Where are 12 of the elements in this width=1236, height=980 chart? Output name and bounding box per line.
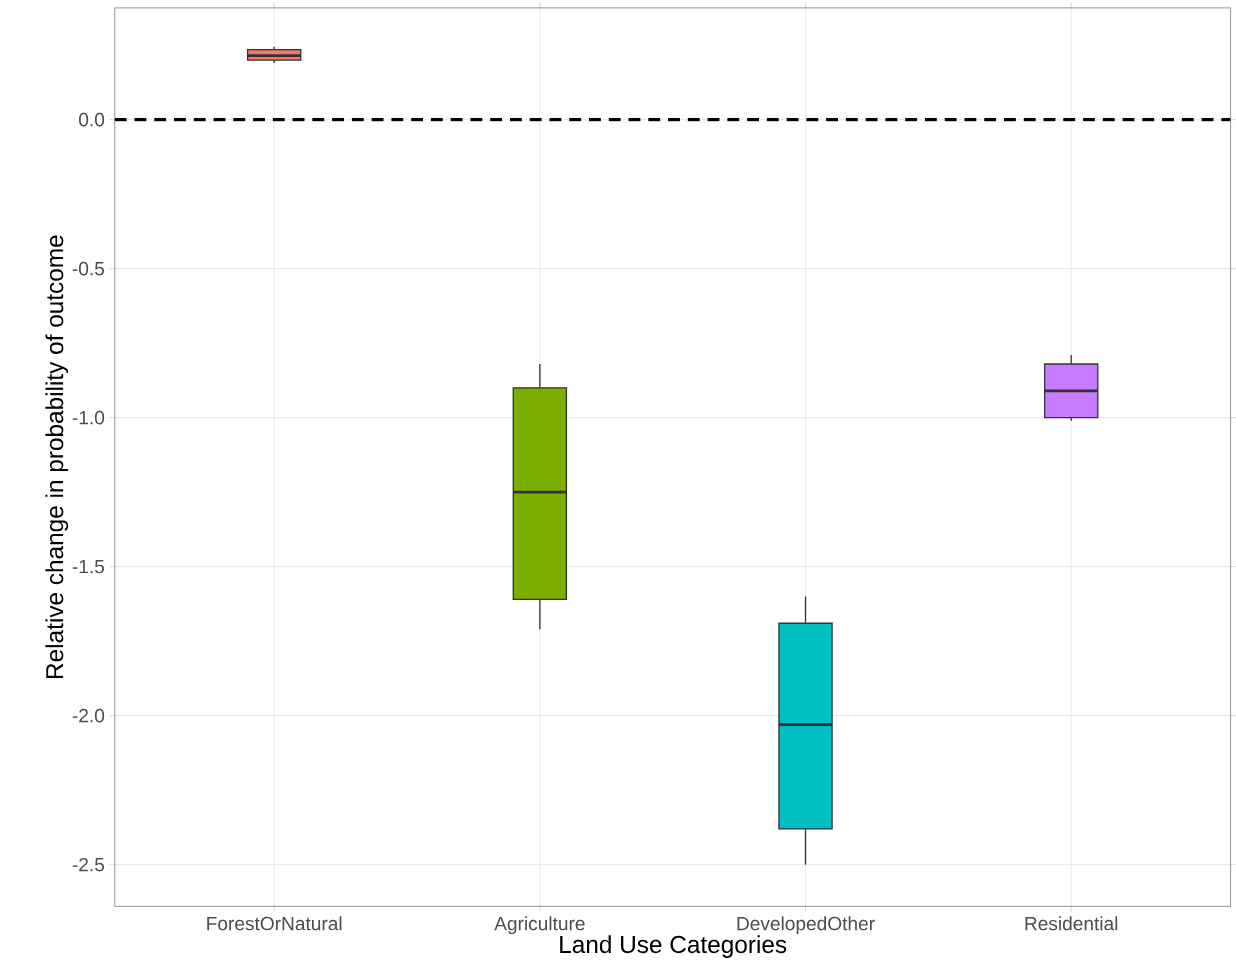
x-tick-label: DevelopedOther	[737, 916, 875, 935]
y-tick-label: -1.0	[72, 410, 105, 425]
y-tick-label: -0.5	[72, 261, 105, 276]
y-tick-label: -2.5	[72, 857, 105, 872]
y-tick-label: -1.5	[72, 559, 105, 574]
x-axis-title: Land Use Categories	[560, 935, 787, 958]
y-axis-title: Relative change in probability of outcome	[45, 235, 69, 678]
y-tick-label: 0.0	[79, 112, 105, 127]
x-tick-label: Agriculture	[494, 916, 585, 935]
x-tick-label: Residential	[1025, 916, 1118, 931]
x-tick-label: ForestOrNatural	[207, 916, 342, 931]
y-tick-label: -2.0	[72, 708, 105, 723]
